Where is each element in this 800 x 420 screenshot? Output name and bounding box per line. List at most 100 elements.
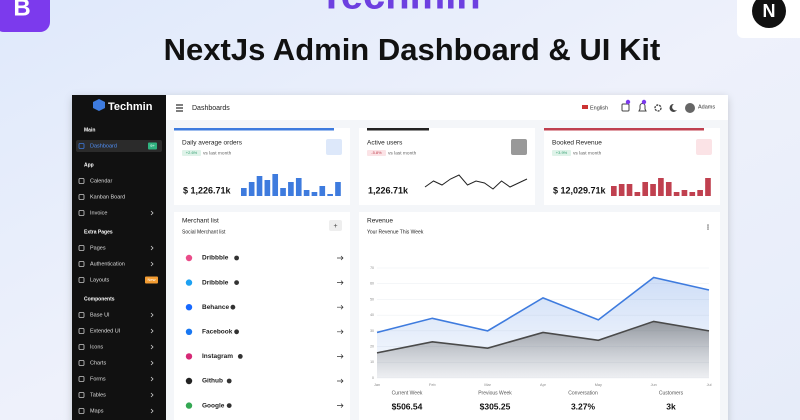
revenue-title: Revenue: [367, 218, 393, 225]
stat-change: +2.6%: [186, 150, 198, 155]
verified-icon: [237, 354, 243, 359]
menu-item[interactable]: Icons: [90, 344, 103, 350]
menu-icon: [78, 178, 85, 184]
menu-toggle[interactable]: [176, 104, 183, 112]
row-arrow[interactable]: [337, 329, 344, 335]
stat-bar: [264, 180, 271, 196]
menu-item[interactable]: Invoice: [90, 210, 107, 216]
menu-item[interactable]: Calendar: [90, 178, 112, 184]
x-tick-label: Jan: [374, 383, 380, 387]
stat-bar: [697, 190, 703, 196]
stat-bar: [303, 190, 310, 196]
stat-bar: [288, 182, 294, 196]
stat-bar: [642, 182, 649, 196]
y-tick-label: 20: [370, 344, 374, 348]
menu-badge-bg: [148, 142, 157, 150]
bootstrap-letter: B: [13, 0, 30, 21]
stat-title: Active users: [367, 140, 403, 147]
menu-item[interactable]: Maps: [90, 408, 104, 414]
row-arrow[interactable]: [337, 255, 344, 261]
area-fill: [377, 321, 709, 378]
menu-item[interactable]: Charts: [90, 360, 106, 366]
stat-line: [424, 174, 528, 190]
stat-change: +3.9%: [556, 150, 568, 155]
menu-badge: 9+: [150, 143, 155, 148]
row-arrow[interactable]: [337, 403, 344, 408]
bootstrap-icon: [0, 0, 50, 32]
cart-icon[interactable]: [621, 103, 630, 112]
language[interactable]: English: [590, 105, 608, 111]
menu-item[interactable]: Pages: [90, 245, 106, 251]
menu-item[interactable]: Dashboard: [90, 143, 117, 149]
menu-item[interactable]: Kanban Board: [90, 194, 125, 200]
merchant-name[interactable]: Behance: [202, 304, 229, 311]
summary-value: $506.54: [392, 401, 423, 411]
next-letter: N: [763, 1, 776, 21]
stat-title: Daily average orders: [182, 140, 243, 147]
verified-icon: [234, 329, 240, 335]
menu-icon: [78, 312, 85, 318]
row-arrow[interactable]: [337, 378, 344, 384]
stat-note: vs last month: [388, 150, 417, 156]
stat-bar: [626, 184, 633, 196]
stat-bar: [634, 192, 641, 196]
menu-item[interactable]: Tables: [90, 392, 106, 398]
stat-icon: [511, 139, 527, 155]
area-line: [376, 320, 710, 354]
stat-bar: [319, 186, 326, 196]
logo-icon: [93, 99, 105, 111]
merchant-name[interactable]: Dribbble: [202, 279, 229, 286]
menu-heading: Main: [84, 127, 95, 133]
merchant-icon: [185, 279, 193, 286]
merchant-icon: [185, 254, 193, 262]
stat-bar: [335, 182, 341, 196]
row-arrow[interactable]: [337, 354, 344, 359]
menu-item[interactable]: Forms: [90, 376, 106, 382]
summary-label: Previous Week: [478, 390, 512, 396]
sidebar-menu: Main Dashboard 9+ App Calendar Kanban Board In…: [76, 127, 162, 414]
menu-item[interactable]: Base UI: [90, 312, 110, 318]
merchant-name[interactable]: Instagram: [202, 353, 233, 360]
verified-icon: [234, 255, 240, 261]
avatar[interactable]: [685, 103, 695, 113]
row-arrow[interactable]: [337, 304, 344, 310]
menu-icon: [78, 392, 85, 398]
x-tick-label: Jun: [651, 383, 657, 387]
row-arrow[interactable]: [337, 280, 344, 285]
card-accent: [174, 128, 334, 131]
settings-icon[interactable]: [654, 104, 662, 112]
merchant-name[interactable]: Dribbble: [202, 255, 229, 262]
add-button[interactable]: [329, 220, 342, 231]
merchant-icon: [185, 353, 193, 360]
stat-bar: [705, 178, 711, 196]
chevron: [150, 408, 154, 414]
merchant-icon: [185, 377, 193, 385]
summary-label: Conversation: [568, 390, 598, 396]
summary-value: $305.25: [480, 401, 511, 411]
merchant-subtitle: Social Merchant list: [182, 229, 226, 235]
menu-icon: [78, 261, 85, 267]
chevron: [150, 312, 154, 318]
stat-bar: [650, 184, 656, 196]
menu-item[interactable]: Extended UI: [90, 328, 121, 334]
content: Daily average orders +2.6% vs last month $ …: [174, 128, 720, 420]
cart-dot: [625, 99, 631, 105]
user-name[interactable]: Adams: [698, 104, 715, 110]
stat-change: -5.8%: [371, 150, 382, 155]
merchant-name[interactable]: Github: [202, 378, 223, 385]
menu-heading: App: [84, 162, 94, 168]
menu-icon: [78, 328, 85, 334]
y-tick-label: 10: [370, 360, 374, 364]
card-accent: [367, 128, 429, 131]
theme-icon[interactable]: [669, 103, 677, 112]
menu-item[interactable]: Layouts: [90, 277, 110, 283]
merchant-icon: [185, 304, 193, 311]
y-tick-label: 0: [372, 376, 374, 380]
merchant-name[interactable]: Google: [202, 402, 225, 409]
chevron: [150, 360, 154, 366]
add-sign[interactable]: +: [333, 223, 337, 230]
x-tick-label: Mar: [484, 383, 491, 387]
menu-icon: [78, 376, 85, 382]
menu-item[interactable]: Authentication: [90, 261, 125, 267]
merchant-name[interactable]: Facebook: [202, 329, 233, 336]
